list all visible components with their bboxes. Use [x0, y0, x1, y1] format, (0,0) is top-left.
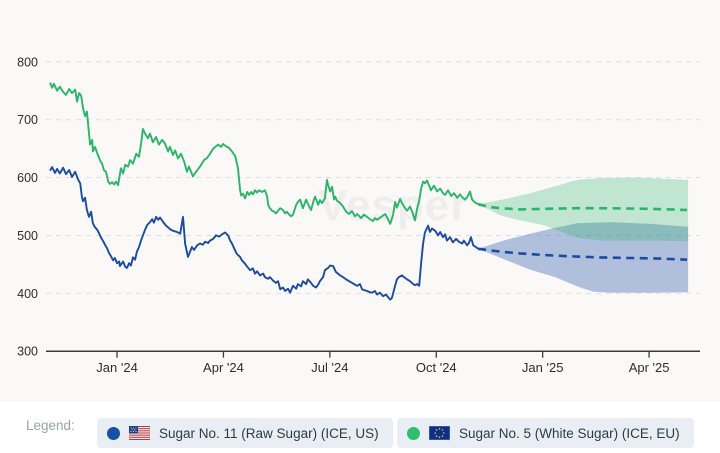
- y-axis-tick-label: 300: [17, 345, 38, 359]
- x-axis-tick-label: Apr '24: [203, 360, 244, 375]
- chart-area: 300 400 500 600 700 800 Vesper Jan '24 Apr '24 Ju…: [0, 0, 720, 402]
- x-axis-tick-label: Jul '24: [311, 360, 348, 375]
- price-forecast-chart[interactable]: 300 400 500 600 700 800 Vesper Jan '24 Apr '24 Ju…: [0, 0, 720, 402]
- green-series-dot-icon: [407, 426, 420, 440]
- y-axis-tick-label: 500: [17, 229, 38, 243]
- forecast-band: [478, 177, 689, 242]
- legend-item-white-sugar[interactable]: Sugar No. 5 (White Sugar) (ICE, EU): [397, 418, 694, 448]
- x-axis-tick-label: Jan '24: [96, 360, 138, 375]
- x-axis-tick-label: Jan '25: [522, 360, 564, 375]
- legend-item-raw-sugar[interactable]: Sugar No. 11 (Raw Sugar) (ICE, US): [97, 418, 393, 448]
- history-line: [49, 166, 479, 301]
- x-axis-tick-label: Apr '25: [629, 360, 670, 375]
- forecast-line: [477, 202, 688, 212]
- legend-label: Legend:: [26, 418, 75, 433]
- forecast-band: [478, 222, 689, 293]
- watermark: Vesper: [318, 181, 468, 230]
- us-flag-icon: [129, 426, 150, 440]
- blue-series-dot-icon: [107, 426, 120, 440]
- eu-flag-icon: [429, 426, 450, 440]
- legend-item-white-sugar-label: Sugar No. 5 (White Sugar) (ICE, EU): [459, 425, 680, 441]
- legend-bar: Legend: Sugar No. 11 (Raw Sugar) (IC: [0, 402, 720, 453]
- forecast-line: [477, 247, 688, 261]
- y-axis-tick-label: 700: [17, 113, 38, 127]
- y-axis-tick-label: 400: [17, 287, 38, 301]
- legend-item-raw-sugar-label: Sugar No. 11 (Raw Sugar) (ICE, US): [159, 425, 379, 441]
- history-line: [49, 82, 479, 225]
- y-axis-tick-label: 600: [17, 171, 38, 185]
- x-axis-tick-label: Oct '24: [416, 360, 457, 375]
- y-axis-tick-label: 800: [17, 55, 38, 69]
